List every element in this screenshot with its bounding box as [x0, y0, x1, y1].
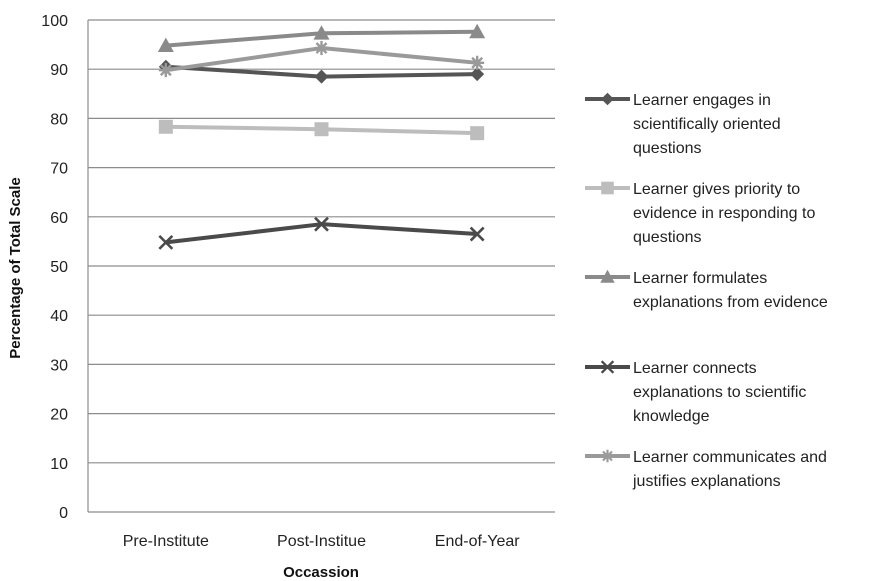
y-tick-label: 60	[50, 210, 68, 227]
legend-entry-2: Learner gives priority to evidence in res…	[585, 181, 815, 246]
y-tick-label: 70	[50, 161, 68, 178]
legend-label: questions	[633, 229, 702, 246]
legend-label: evidence in responding to	[633, 205, 815, 222]
y-tick-label: 20	[50, 407, 68, 424]
y-tick-label: 0	[59, 505, 68, 522]
legend-label: Learner connects	[633, 360, 757, 377]
gridlines	[87, 19, 555, 513]
x-tick-label: Pre-Institute	[123, 533, 209, 550]
x-axis-title: Occassion	[283, 564, 359, 581]
legend-label: Learner communicates and	[633, 449, 827, 466]
legend-entry-4: Learner connects explanations to scientif…	[585, 360, 806, 425]
legend-entry-5: Learner communicates and justifies explan…	[585, 449, 827, 490]
legend-label: knowledge	[633, 408, 710, 425]
legend-swatch-marker	[601, 181, 614, 195]
x-axis-ticks: Pre-Institute Post-Institue End-of-Year	[123, 533, 521, 550]
x-tick-label: End-of-Year	[435, 533, 520, 550]
y-tick-label: 10	[50, 456, 68, 473]
y-axis-title: Percentage of Total Scale	[7, 177, 24, 358]
series-3	[157, 23, 486, 52]
y-tick-label: 80	[50, 111, 68, 128]
legend-label: explanations to scientific	[633, 384, 806, 401]
y-tick-label: 90	[50, 62, 68, 79]
y-tick-label: 100	[41, 13, 68, 30]
data-point	[470, 126, 485, 141]
data-point	[314, 216, 329, 232]
data-point	[469, 23, 486, 39]
y-tick-label: 40	[50, 308, 68, 325]
data-point	[314, 122, 329, 137]
legend-label: scientifically oriented	[633, 116, 781, 133]
legend-label: questions	[633, 140, 702, 157]
legend-label: Learner engages in	[633, 92, 771, 109]
data-point	[314, 69, 329, 84]
legend-label: Learner formulates	[633, 270, 767, 287]
legend-swatch-marker	[601, 449, 614, 463]
x-tick-label: Post-Institue	[277, 533, 366, 550]
legend-entry-3: Learner formulates explanations from evid…	[585, 269, 828, 311]
legend: Learner engages in scientifically oriente…	[585, 92, 828, 490]
data-point	[158, 63, 173, 78]
data-point	[470, 55, 485, 70]
data-point	[470, 67, 485, 82]
legend-label: Learner gives priority to	[633, 181, 800, 198]
y-axis-ticks: 0 10 20 30 40 50 60 70 80 90 100	[41, 13, 68, 522]
legend-swatch-marker	[601, 92, 614, 106]
y-tick-label: 30	[50, 357, 68, 374]
legend-label: justifies explanations	[632, 473, 781, 490]
legend-swatch-marker	[600, 269, 615, 283]
data-point	[469, 226, 485, 242]
data-point	[157, 37, 174, 52]
y-tick-label: 50	[50, 259, 68, 276]
data-point	[158, 234, 174, 250]
data-point	[314, 41, 329, 56]
series-4	[158, 216, 485, 250]
series-line	[165, 222, 478, 245]
legend-label: explanations from evidence	[633, 294, 828, 311]
data-point	[158, 119, 173, 134]
series-layer	[157, 23, 486, 250]
series-5	[158, 41, 485, 78]
series-2	[158, 119, 485, 141]
legend-swatch-marker	[600, 360, 615, 374]
data-point	[313, 25, 330, 40]
legend-entry-1: Learner engages in scientifically oriente…	[585, 92, 781, 157]
